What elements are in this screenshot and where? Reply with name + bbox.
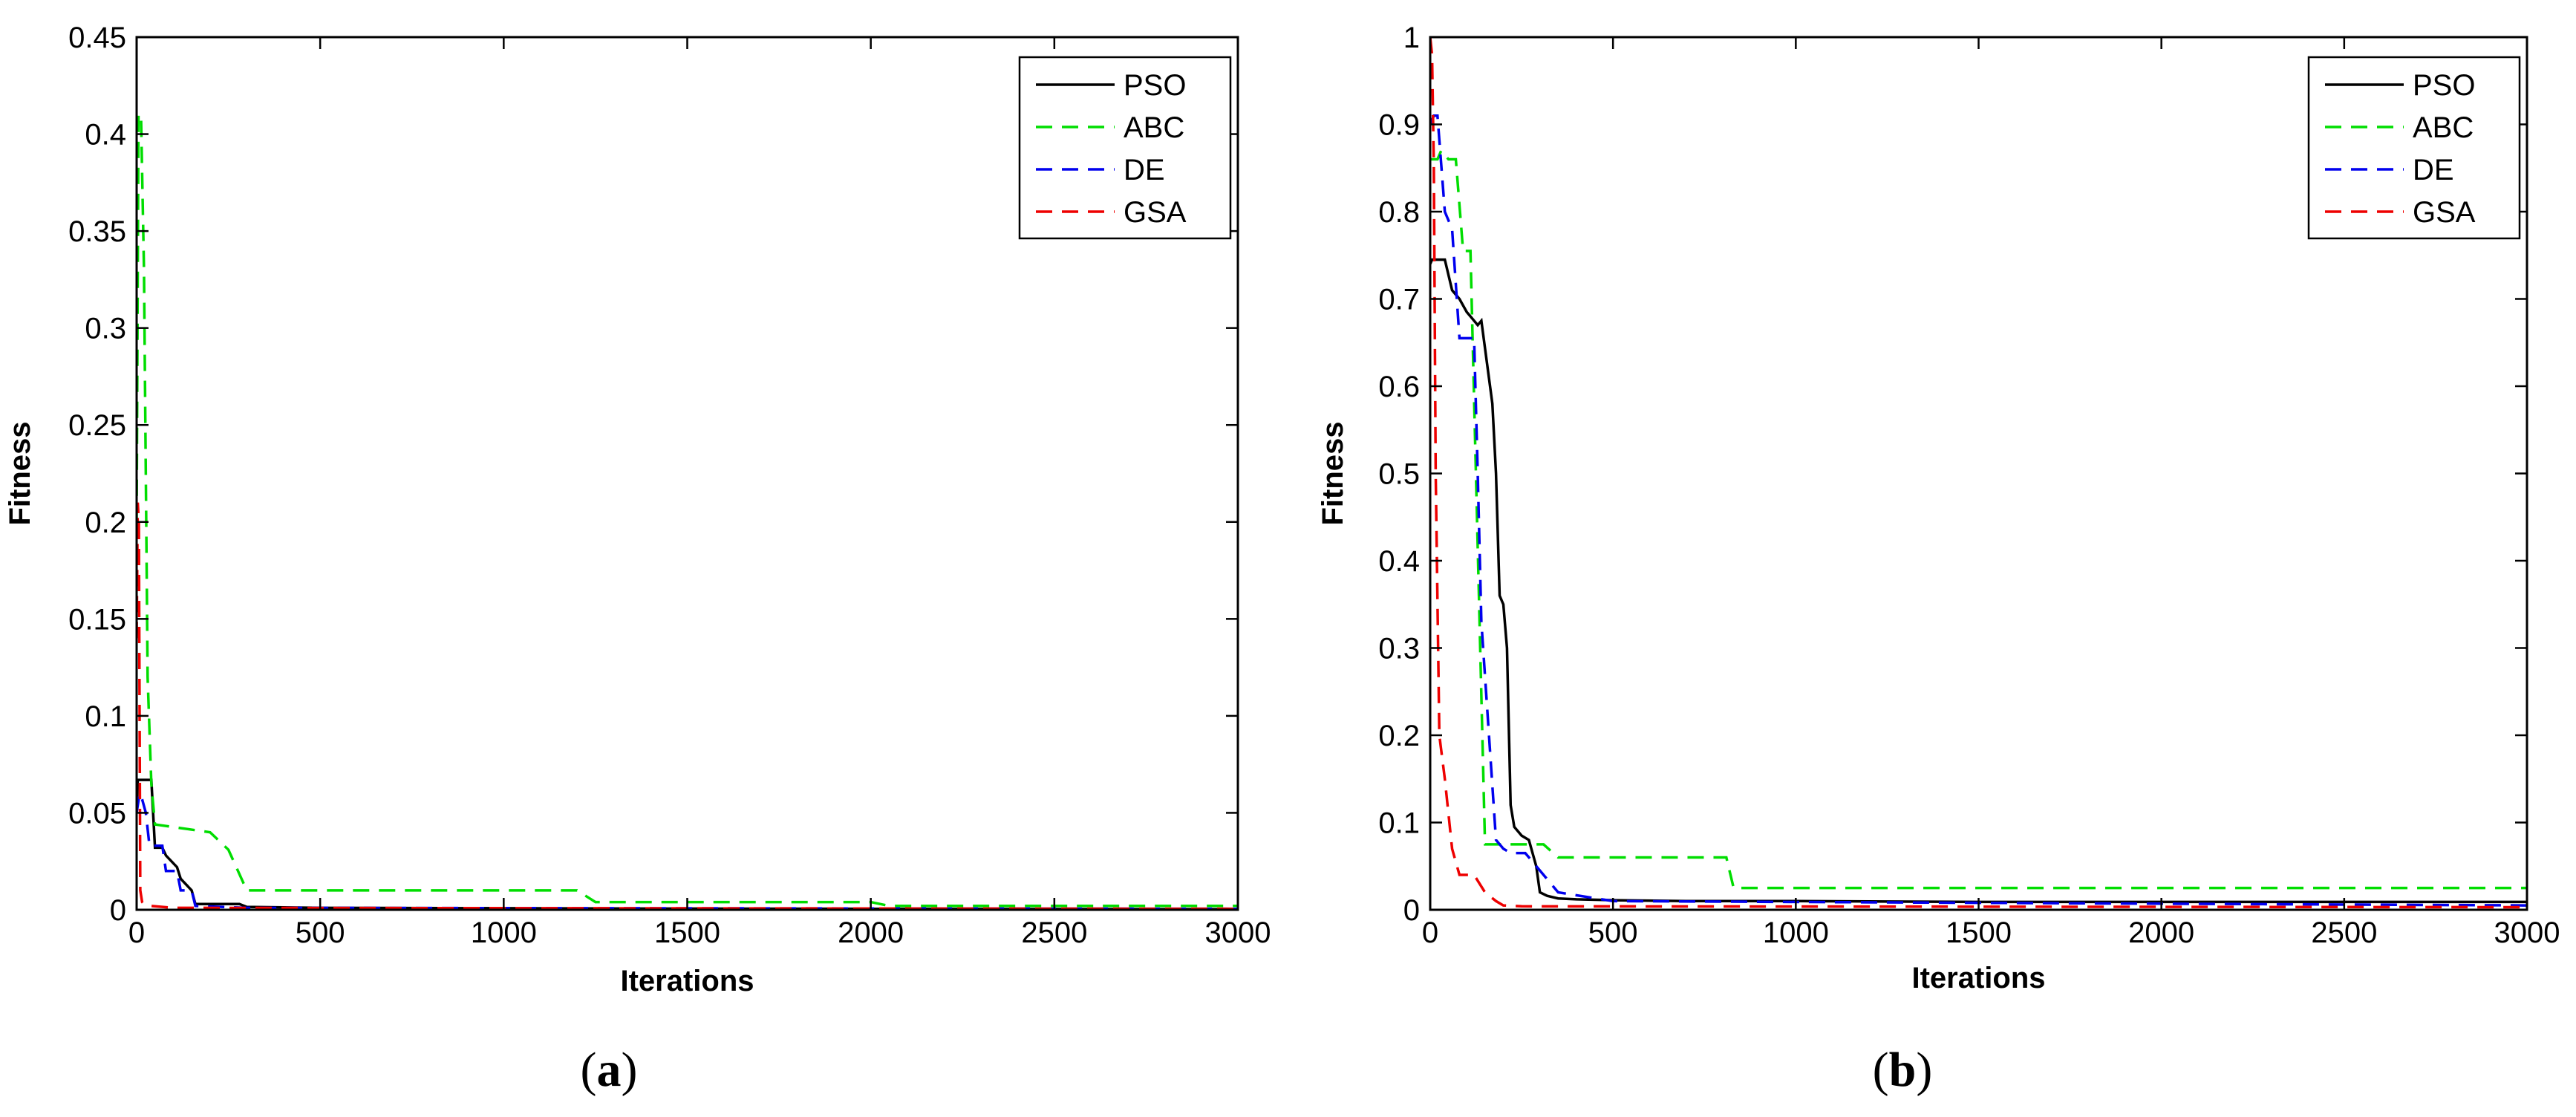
series-line-gsa — [1430, 37, 2527, 909]
x-tick-label: 1500 — [1946, 916, 2012, 949]
panel-label: (b) — [1873, 1043, 1933, 1097]
x-tick-label: 2000 — [2128, 916, 2194, 949]
x-tick-label: 1500 — [654, 916, 720, 949]
x-tick-label: 3000 — [1205, 916, 1271, 949]
legend-label-pso: PSO — [1124, 69, 1186, 102]
y-tick-label: 0 — [110, 894, 126, 927]
legend-label-gsa: GSA — [2413, 196, 2476, 229]
y-tick-label: 0.7 — [1378, 284, 1420, 316]
legend-box — [2307, 56, 2521, 240]
legend-label-gsa: GSA — [1124, 196, 1187, 229]
y-tick-label: 0.4 — [1378, 545, 1420, 578]
x-tick-label: 1000 — [1763, 916, 1829, 949]
y-axis-title: Fitness — [1317, 421, 1349, 525]
panel-label: (a) — [581, 1043, 638, 1097]
chart-panel-b: 0 500 1000 1500 2000 2500 3000 0 0.1 0.2 0.3 0.4 0.5… — [1317, 22, 2560, 1097]
x-tick-label: 0 — [128, 916, 145, 949]
y-tick-label: 0.2 — [1378, 720, 1420, 752]
y-tick-label: 0.25 — [68, 409, 126, 442]
y-tick-label: 0.15 — [68, 603, 126, 636]
legend-label-de: DE — [1124, 154, 1165, 186]
series-line-de — [1430, 114, 2527, 907]
legend: PSO ABC DE GSA — [1018, 56, 1232, 240]
x-tick-label: 500 — [1588, 916, 1638, 949]
legend-label-de: DE — [2413, 154, 2454, 186]
panel-label-letter: a — [597, 1043, 622, 1097]
panel-label-close: ) — [622, 1043, 638, 1097]
x-axis-title: Iterations — [620, 965, 754, 997]
y-tick-label: 0.35 — [68, 215, 126, 248]
x-axis-title: Iterations — [1911, 962, 2045, 994]
series-line-pso — [137, 778, 1238, 910]
series-line-pso — [1430, 258, 2527, 904]
y-tick-label: 0 — [1403, 894, 1420, 927]
y-tick-label: 0.4 — [85, 119, 126, 152]
series-line-abc — [137, 113, 1238, 908]
x-tick-label: 1000 — [471, 916, 537, 949]
legend: PSO ABC DE GSA — [2307, 56, 2521, 240]
panel-label-close: ) — [1916, 1043, 1932, 1097]
y-tick-label: 0.3 — [1378, 633, 1420, 665]
legend-label-pso: PSO — [2413, 69, 2475, 102]
panel-label-letter: b — [1889, 1043, 1917, 1097]
legend-label-abc: ABC — [1124, 111, 1184, 144]
y-tick-label: 0.9 — [1378, 109, 1420, 142]
y-tick-label: 0.45 — [68, 22, 126, 54]
panel-label-open: ( — [581, 1043, 597, 1097]
y-axis-title: Fitness — [4, 421, 36, 525]
x-tick-label: 0 — [1422, 916, 1438, 949]
panel-label-open: ( — [1873, 1043, 1889, 1097]
series-line-de — [137, 789, 1238, 910]
y-tick-label: 0.2 — [85, 507, 126, 539]
series-line-gsa — [137, 502, 1238, 910]
y-tick-label: 0.05 — [68, 797, 126, 830]
legend-box — [1018, 56, 1232, 240]
y-tick-label: 0.1 — [85, 700, 126, 733]
y-tick-label: 0.1 — [1378, 807, 1420, 840]
chart-panel-a: 0 500 1000 1500 2000 2500 3000 0 0.05 0.1 0.15 0.2 0… — [4, 22, 1271, 1097]
legend-label-abc: ABC — [2413, 111, 2474, 144]
y-tick-label: 0.6 — [1378, 371, 1420, 403]
y-tick-label: 1 — [1403, 22, 1420, 54]
series-line-abc — [1430, 148, 2527, 890]
x-tick-label: 3000 — [2494, 916, 2560, 949]
y-tick-label: 0.8 — [1378, 196, 1420, 229]
x-tick-label: 500 — [296, 916, 345, 949]
y-tick-label: 0.3 — [85, 313, 126, 345]
x-tick-label: 2000 — [838, 916, 904, 949]
x-tick-label: 2500 — [2311, 916, 2377, 949]
x-tick-label: 2500 — [1021, 916, 1087, 949]
y-tick-label: 0.5 — [1378, 458, 1420, 491]
